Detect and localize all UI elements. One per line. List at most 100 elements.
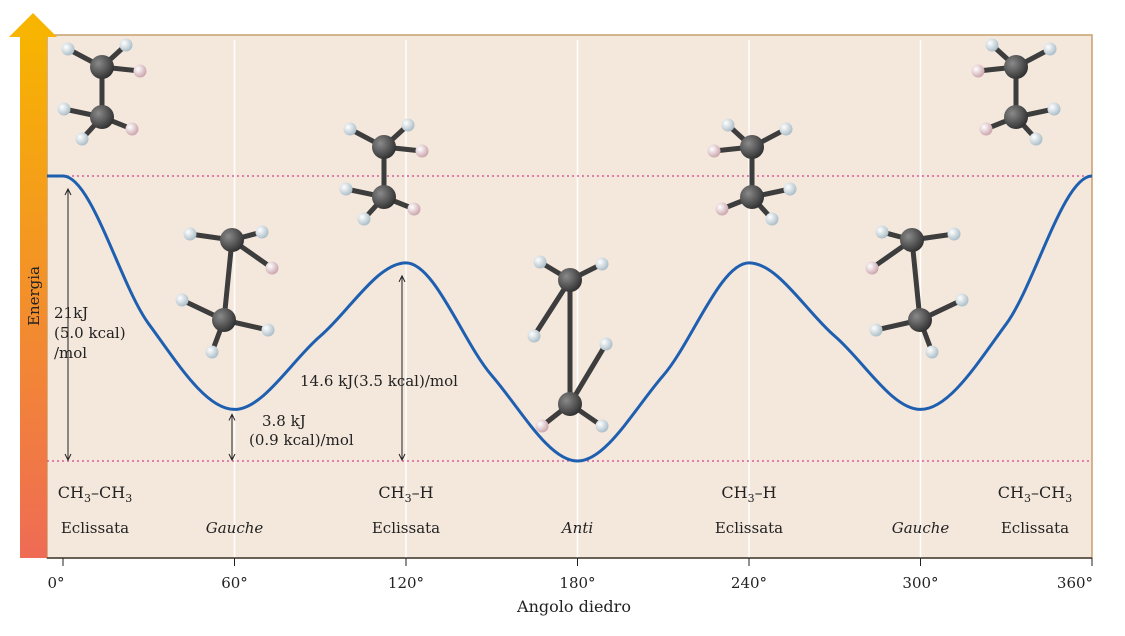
molecule-model [57,38,147,146]
formula-part: –H [755,483,777,502]
energy-curve [46,174,1093,463]
hydrogen-atom [183,227,197,241]
bond [909,237,923,323]
gauche-diff-label: 3.8 kJ [262,412,306,430]
hydrogen-atom [125,122,139,136]
hydrogen-atom [1047,102,1061,116]
formula-label: CH3–CH3 [58,483,132,505]
hydrogen-atom [205,345,219,359]
ch3h-barrier-label: 14.6 kJ(3.5 kcal)/mol [300,372,458,390]
ch3h-barrier-arrow [398,274,406,462]
carbon-atom [372,135,396,159]
x-tick-label: 180° [559,574,595,592]
x-axis-label: Angolo diedro [516,597,631,616]
conformation-name: Anti [560,519,594,537]
formula-part: CH [378,483,404,502]
bond [221,237,235,323]
dimension-arrows [64,187,406,462]
hydrogen-atom [265,261,279,275]
hydrogen-atom [527,329,541,343]
hydrogen-atom [779,122,793,136]
y-axis-label: Energia [25,266,43,326]
subscript: 3 [405,492,412,505]
subscript: 3 [1065,492,1072,505]
molecule-model [707,118,797,226]
hydrogen-atom [947,227,961,241]
molecule-models [57,38,1061,433]
x-tick-label: 240° [731,574,767,592]
formula-part: CH [998,483,1024,502]
gauche-diff-label: (0.9 kcal)/mol [249,431,354,449]
hydrogen-atom [925,345,939,359]
hydrogen-atom [599,337,613,351]
carbon-atom [558,268,582,292]
carbon-atom [372,185,396,209]
arrow-head-down [228,453,236,462]
hydrogen-atom [535,419,549,433]
hydrogen-atom [979,122,993,136]
conformation-name: Gauche [206,519,264,537]
formula-part: –CH [91,483,125,502]
annotations: 21kJ (5.0 kcal) /mol 14.6 kJ(3.5 kcal)/mol 3… [54,304,458,449]
hydrogen-atom [57,102,71,116]
subscript: 3 [84,492,91,505]
formula-label: CH3–H [721,483,776,505]
formula-part: –CH [1031,483,1065,502]
hydrogen-atom [133,64,147,78]
hydrogen-atom [401,118,415,132]
subscript: 3 [1024,492,1031,505]
energy-arrow-shaft [20,35,47,558]
hydrogen-atom [985,38,999,52]
hydrogen-atom [415,144,429,158]
hydrogen-atom [875,225,889,239]
arrow-head-up [398,274,406,283]
hydrogen-atom [1043,42,1057,56]
hydrogen-atom [75,132,89,146]
formula-label: CH3–CH3 [998,483,1072,505]
x-tick-label: 300° [902,574,938,592]
carbon-atom [1004,105,1028,129]
carbon-atom [740,135,764,159]
gauche-diff-arrow [228,413,236,462]
carbon-atom [220,228,244,252]
hydrogen-atom [707,144,721,158]
hydrogen-atom [971,64,985,78]
formula-part: CH [721,483,747,502]
total-barrier-arrow [64,187,72,462]
hydrogen-atom [1029,132,1043,146]
conformation-name: Gauche [892,519,950,537]
hydrogen-atom [407,202,421,216]
total-barrier-label: (5.0 kcal) [54,324,126,342]
x-tick-label: 60° [221,574,248,592]
hydrogen-atom [865,261,879,275]
hydrogen-atom [175,293,189,307]
conformation-name: Eclissata [372,519,440,537]
hydrogen-atom [765,212,779,226]
energy-arrow-head [9,13,57,37]
molecule-model [527,255,613,433]
molecule-model [865,225,969,359]
molecule-model [339,118,429,226]
hydrogen-atom [61,42,75,56]
hydrogen-atom [357,212,371,226]
subscript: 3 [748,492,755,505]
hydrogen-atom [715,202,729,216]
conformation-name: Eclissata [715,519,783,537]
formula-part: CH [58,483,84,502]
x-axis-ticks: 0° 60° 120° 180° 240° 300° 360° [47,558,1093,592]
hydrogen-atom [783,182,797,196]
conformation-name: Eclissata [61,519,129,537]
x-tick-label: 0° [47,574,64,592]
arrow-head-up [228,413,236,421]
carbon-atom [740,185,764,209]
carbon-atom [212,308,236,332]
hydrogen-atom [119,38,133,52]
arrow-head-down [398,453,406,462]
hydrogen-atom [955,293,969,307]
hydrogen-atom [869,323,883,337]
hydrogen-atom [339,182,353,196]
carbon-atom [900,228,924,252]
hydrogen-atom [721,118,735,132]
